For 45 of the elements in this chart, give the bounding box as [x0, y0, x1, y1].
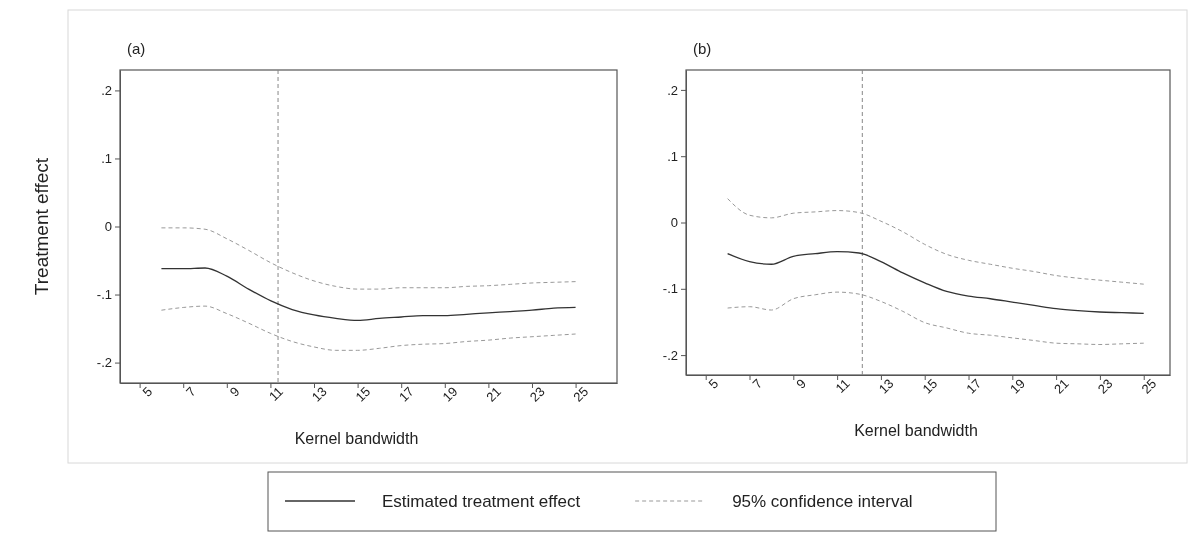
x-tick-label: 19	[1007, 375, 1028, 397]
line-series	[160, 305, 577, 351]
y-tick-label: .2	[667, 82, 678, 98]
y-tick-label: .1	[667, 148, 678, 164]
y-tick-label: -.1	[96, 287, 112, 303]
x-tick-label: 25	[570, 383, 592, 405]
x-tick-label: 13	[875, 375, 897, 397]
x-tick-label: 17	[963, 375, 985, 397]
x-tick-label: 7	[749, 375, 766, 392]
y-tick-label: .1	[101, 151, 112, 167]
x-tick-label: 21	[1050, 375, 1072, 397]
chart-title: (b)	[693, 40, 712, 57]
y-tick-label: -.2	[96, 355, 112, 371]
x-axis-title: Kernel bandwidth	[294, 430, 419, 447]
x-tick-label: 21	[483, 383, 505, 405]
x-tick-label: 25	[1138, 375, 1160, 397]
line-series	[727, 291, 1145, 345]
legend-label: Estimated treatment effect	[382, 492, 581, 511]
x-tick-label: 11	[265, 383, 287, 404]
x-tick-label: 5	[705, 375, 722, 392]
y-tick-label: 0	[104, 219, 112, 235]
x-tick-label: 23	[526, 383, 548, 405]
y-axis-title: Treatment effect	[31, 157, 52, 296]
x-axis-title: Kernel bandwidth	[854, 422, 978, 439]
x-tick-label: 13	[308, 383, 330, 405]
x-tick-label: 23	[1094, 375, 1116, 397]
x-tick-label: 15	[919, 375, 941, 397]
x-tick-label: 11	[832, 375, 853, 396]
x-tick-label: 5	[139, 383, 156, 400]
y-tick-label: 0	[670, 215, 678, 231]
legend-label: 95% confidence interval	[732, 492, 913, 511]
x-tick-label: 7	[183, 383, 199, 400]
y-tick-label: -.2	[662, 347, 678, 363]
line-series	[726, 251, 1145, 314]
y-tick-label: -.1	[662, 281, 678, 297]
x-tick-label: 9	[226, 383, 243, 400]
line-series	[160, 267, 577, 322]
x-tick-label: 9	[793, 375, 809, 392]
x-tick-label: 17	[395, 383, 417, 405]
line-series	[727, 198, 1145, 285]
line-series	[160, 227, 577, 290]
y-tick-label: .2	[101, 83, 112, 99]
x-tick-label: 15	[352, 383, 374, 405]
chart-title: (a)	[127, 40, 146, 57]
x-tick-label: 19	[439, 383, 461, 405]
